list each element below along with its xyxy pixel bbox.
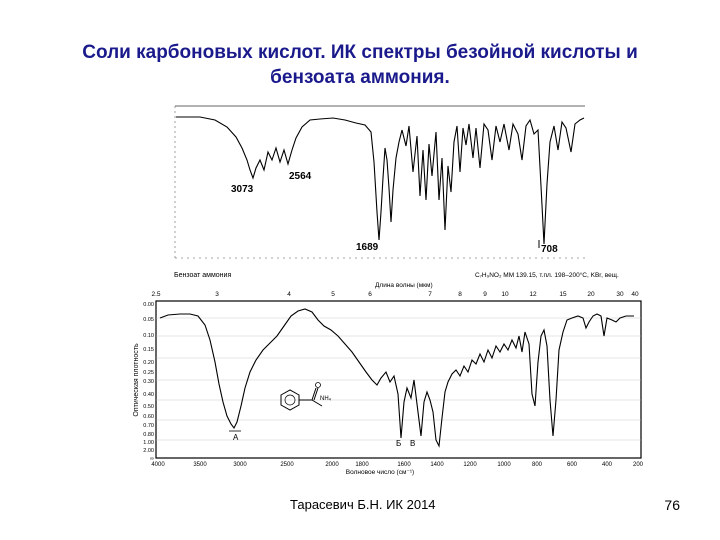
peak-mark-b: Б [396, 439, 401, 448]
left-tick: 0.70 [143, 423, 154, 429]
top-tick: 7 [428, 291, 432, 298]
spectrum-1-trace [176, 116, 585, 245]
peak-marker-a: A [229, 430, 241, 442]
spectrum-1-caption-left: Бензоат аммония [174, 272, 231, 279]
benzene-ring-circle [284, 394, 296, 406]
top-tick: 10 [501, 291, 509, 298]
top-tick: 5 [331, 291, 335, 298]
top-tick: 12 [529, 291, 537, 298]
bottom-tick: 1800 [355, 462, 369, 468]
bottom-tick: 3500 [193, 462, 207, 468]
title-line-1: Соли карбоновых кислот. ИК спектры безой… [82, 42, 638, 63]
left-tick: 0.60 [143, 414, 154, 420]
bottom-tick: 1200 [463, 462, 477, 468]
left-tick: 0.25 [143, 370, 154, 376]
spectrum-2: Длина волны (мкм) 2.5 3 4 5 6 7 8 9 10 1… [133, 282, 644, 476]
peak-label-1689: 1689 [356, 242, 379, 253]
bottom-tick: 2000 [325, 462, 339, 468]
left-tick: ∞ [150, 456, 154, 462]
spectrum-1-caption-right: C₇H₉NO₂ MM 139.15, т.пл. 198–200°C, KBr,… [475, 271, 619, 279]
bottom-tick: 3000 [233, 462, 247, 468]
left-tick: 0.50 [143, 404, 154, 410]
left-tick: 0.10 [143, 333, 154, 339]
ammonium-benzoate-structure: NH₄ [280, 382, 332, 411]
left-tick: 0.00 [143, 302, 154, 308]
bottom-tick: 400 [602, 462, 613, 468]
left-tick: 0.20 [143, 360, 154, 366]
peak-mark-a: A [233, 433, 239, 442]
left-tick: 0.05 [143, 317, 154, 323]
spectrum-2-trace [159, 308, 634, 448]
peak-label-2564: 2564 [289, 171, 312, 182]
bottom-tick: 800 [532, 462, 543, 468]
axis-left-ticks: 0.00 0.05 0.10 0.15 0.20 0.25 0.30 0.40 … [143, 302, 154, 462]
bottom-tick: 1000 [497, 462, 511, 468]
bottom-tick: 2500 [280, 462, 294, 468]
structure-label-nh4: NH₄ [320, 396, 332, 402]
peak-label-708: 708 [541, 244, 558, 255]
spectrum-2-frame [155, 300, 642, 459]
top-tick: 2.5 [151, 291, 160, 298]
bottom-tick: 1400 [430, 462, 444, 468]
benzene-ring [280, 389, 300, 411]
axis-top-ticks: 2.5 3 4 5 6 7 8 9 10 12 15 20 30 40 [151, 291, 639, 298]
left-tick: 0.15 [143, 347, 154, 353]
top-tick: 3 [215, 291, 219, 298]
bottom-tick: 200 [633, 462, 644, 468]
left-tick: 1.00 [143, 440, 154, 446]
top-tick: 6 [368, 291, 372, 298]
peak-label-3073: 3073 [231, 184, 254, 195]
title-line-2: бензоата аммония. [270, 67, 450, 88]
top-tick: 15 [559, 291, 567, 298]
peak-mark-v: В [410, 439, 415, 448]
spectrum-1: 3073 2564 1689 708 Бензоат аммония C₇H₉N… [174, 105, 619, 279]
axis-top-label: Длина волны (мкм) [375, 282, 433, 289]
left-tick: 0.40 [143, 392, 154, 398]
bottom-tick: 4000 [151, 462, 165, 468]
slide-title: Соли карбоновых кислот. ИК спектры безой… [40, 40, 680, 90]
axis-left-label: Оптическая плотность [133, 343, 140, 417]
left-tick: 0.30 [143, 379, 154, 385]
bottom-tick: 600 [567, 462, 578, 468]
bottom-tick: 1600 [397, 462, 411, 468]
top-tick: 4 [287, 291, 291, 298]
footer-author: Тарасевич Б.Н. ИК 2014 [290, 497, 436, 512]
top-tick: 40 [631, 291, 639, 298]
axis-bottom-label: Волновое число (см⁻¹) [346, 469, 414, 476]
left-tick: 2.00 [143, 448, 154, 454]
top-tick: 9 [483, 291, 487, 298]
left-tick: 0.80 [143, 432, 154, 438]
top-tick: 30 [616, 291, 624, 298]
top-tick: 20 [587, 291, 595, 298]
axis-bottom-ticks: 4000 3500 3000 2500 2000 1800 1600 1400 … [151, 462, 643, 468]
spectrum-2-gridlines [156, 317, 641, 441]
top-tick: 8 [458, 291, 462, 298]
page-number: 76 [664, 497, 680, 513]
oxygen-atom [315, 382, 321, 388]
